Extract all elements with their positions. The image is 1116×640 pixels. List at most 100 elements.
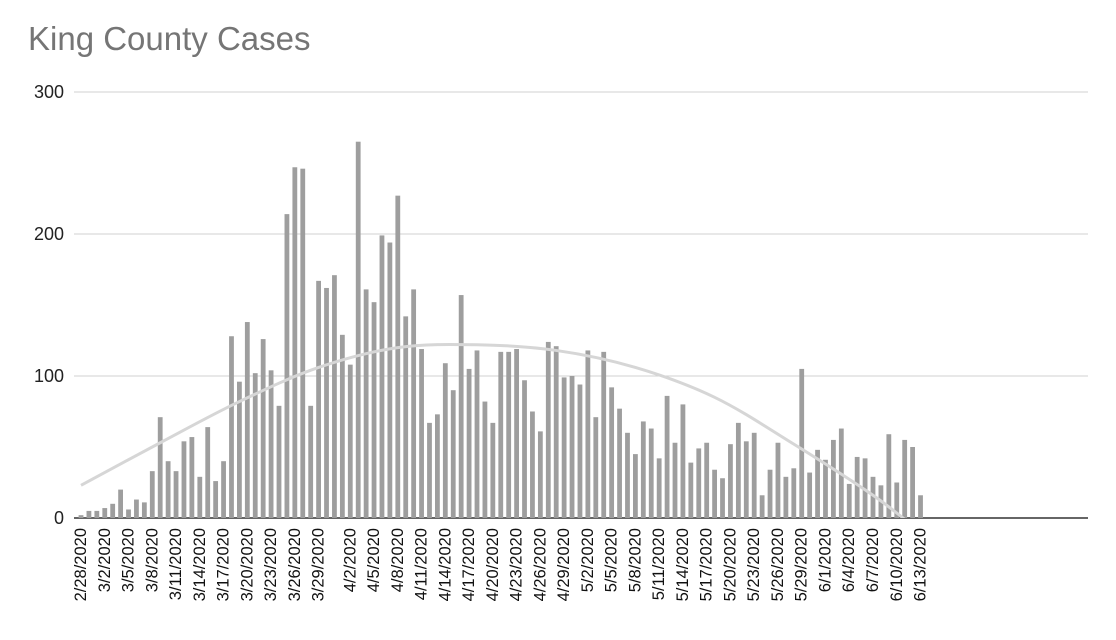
y-tick-label: 100: [34, 366, 64, 386]
bar: [427, 422, 432, 518]
bar: [213, 481, 219, 518]
bar: [688, 462, 694, 518]
bar: [260, 339, 266, 518]
bar: [514, 349, 519, 518]
bar: [886, 434, 892, 518]
x-tick-label: 4/14/2020: [436, 528, 454, 601]
bar: [332, 275, 337, 518]
bar: [379, 235, 385, 519]
bar: [308, 405, 314, 518]
x-tick-label: 5/5/2020: [603, 528, 621, 592]
bar: [403, 316, 409, 518]
bar: [118, 489, 123, 518]
x-tick-label: 3/29/2020: [310, 528, 328, 601]
x-tick-label: 4/5/2020: [365, 528, 383, 592]
bar: [490, 422, 496, 518]
bar: [633, 454, 638, 518]
bar: [395, 195, 401, 518]
x-tick-label: 2/28/2020: [72, 528, 90, 601]
bar: [126, 509, 131, 518]
bar: [625, 432, 630, 518]
bar: [854, 456, 860, 518]
x-tick-label: 4/29/2020: [555, 528, 573, 601]
bar: [284, 214, 290, 518]
bar: [585, 350, 591, 518]
bar: [918, 495, 923, 518]
bar: [458, 295, 464, 518]
x-tick-label: 5/26/2020: [769, 528, 787, 601]
x-tick-label: 4/20/2020: [484, 528, 502, 601]
bar: [229, 336, 234, 518]
x-tick-label: 5/29/2020: [793, 528, 811, 601]
x-tick-label: 3/2/2020: [96, 528, 114, 592]
bar: [450, 390, 456, 518]
bar: [609, 387, 615, 518]
bar: [910, 447, 915, 518]
x-tick-label: 3/5/2020: [120, 528, 138, 592]
bar: [419, 349, 424, 518]
bar: [252, 373, 258, 518]
x-tick-label: 3/8/2020: [143, 528, 161, 592]
bar: [553, 346, 559, 518]
bar: [577, 384, 583, 518]
x-tick-label: 5/2/2020: [579, 528, 597, 592]
bar: [482, 401, 488, 518]
bar: [712, 469, 717, 518]
bar: [720, 478, 725, 518]
bar: [640, 421, 646, 518]
bar: [759, 495, 765, 518]
bar: [799, 368, 805, 518]
bar: [94, 510, 100, 518]
bar: [704, 442, 710, 518]
bar: [268, 370, 274, 518]
x-tick-label: 6/10/2020: [888, 528, 906, 601]
x-tick-label: 6/4/2020: [840, 528, 858, 592]
bar: [522, 380, 527, 518]
x-tick-label: 6/7/2020: [864, 528, 882, 592]
x-tick-label: 5/20/2020: [721, 528, 739, 601]
y-tick-label: 0: [54, 508, 64, 528]
bar: [292, 167, 298, 518]
x-tick-label: 6/1/2020: [816, 528, 834, 592]
bar: [435, 414, 440, 518]
bar: [181, 441, 187, 518]
x-tick-label: 5/23/2020: [745, 528, 763, 601]
bar: [593, 417, 599, 518]
bar: [86, 510, 92, 518]
bar: [363, 289, 369, 518]
bar: [530, 411, 535, 518]
bar: [316, 280, 321, 518]
chart-title: King County Cases: [28, 20, 311, 57]
bar: [743, 441, 749, 518]
bar: [300, 168, 306, 518]
bar: [221, 461, 226, 518]
bar: [506, 351, 512, 518]
bar: [387, 242, 393, 518]
bar: [141, 502, 147, 518]
bar: [442, 363, 448, 518]
x-tick-label: 4/11/2020: [413, 528, 431, 600]
x-tick-label: 3/26/2020: [286, 528, 304, 601]
x-tick-label: 3/23/2020: [262, 528, 280, 601]
bar: [775, 442, 781, 518]
x-tick-label: 5/11/2020: [650, 528, 668, 600]
bar: [173, 471, 179, 518]
bar: [498, 351, 504, 518]
x-tick-label: 4/23/2020: [508, 528, 526, 601]
bar: [347, 364, 353, 518]
x-tick-label: 4/26/2020: [531, 528, 549, 601]
bar: [696, 448, 702, 518]
bar: [134, 499, 139, 518]
bar: [157, 417, 163, 518]
bar: [648, 428, 654, 518]
bar: [751, 432, 757, 518]
bar: [831, 439, 836, 518]
x-tick-label: 3/17/2020: [215, 528, 233, 601]
trendline: [80, 342, 906, 518]
bar: [735, 422, 741, 518]
bar: [466, 368, 472, 518]
bar: [537, 431, 543, 518]
bar: [189, 437, 195, 518]
bar: [664, 395, 670, 518]
